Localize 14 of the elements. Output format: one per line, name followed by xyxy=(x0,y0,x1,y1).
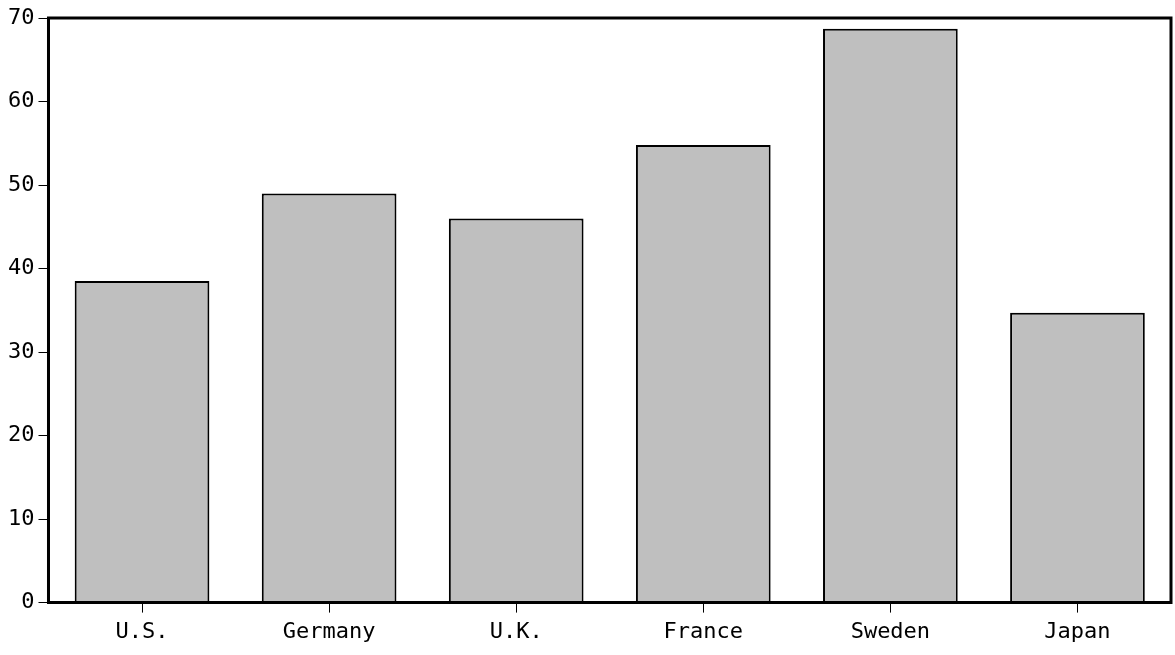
x-tick-label: Germany xyxy=(282,617,376,643)
x-tick-label: France xyxy=(663,617,744,643)
y-tick-label: 50 xyxy=(7,170,35,196)
x-tick-label: Sweden xyxy=(850,617,931,643)
y-tick-label: 40 xyxy=(7,254,35,280)
y-tick-label: 10 xyxy=(7,504,35,530)
y-tick-label: 70 xyxy=(7,3,35,29)
y-tick-label: 0 xyxy=(21,588,35,614)
y-tick-label: 20 xyxy=(7,421,35,447)
x-tick-label: Japan xyxy=(1044,617,1111,643)
y-tick-label: 60 xyxy=(7,87,35,113)
x-tick-label: U.S. xyxy=(115,617,169,643)
y-tick-label: 30 xyxy=(7,337,35,363)
x-tick-label: U.K. xyxy=(489,617,543,643)
